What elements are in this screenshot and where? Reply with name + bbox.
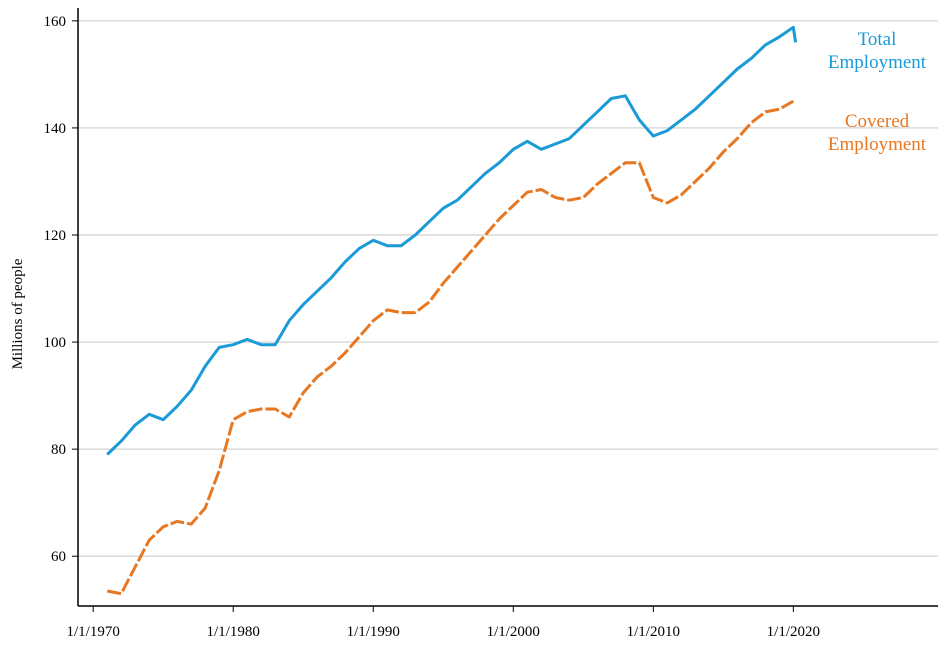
series-line (106, 99, 795, 596)
x-tick-label: 1/1/2020 (767, 624, 820, 640)
y-tick-label: 140 (44, 121, 67, 137)
legend-covered: Covered Employment (827, 111, 927, 155)
y-tick-label: 60 (51, 549, 66, 565)
y-tick-label: 160 (44, 14, 67, 30)
y-tick-label: 120 (44, 228, 67, 244)
y-axis-label: Millions of people (10, 258, 26, 369)
legend-total: Total Employment (827, 29, 927, 73)
series-line (106, 25, 798, 456)
y-tick-label: 100 (44, 335, 67, 351)
y-tick-label: 80 (51, 442, 66, 458)
x-tick-label: 1/1/1970 (67, 624, 120, 640)
x-tick-label: 1/1/2000 (487, 624, 540, 640)
x-tick-label: 1/1/2010 (627, 624, 680, 640)
x-tick-label: 1/1/1990 (347, 624, 400, 640)
x-tick-label: 1/1/1980 (207, 624, 260, 640)
